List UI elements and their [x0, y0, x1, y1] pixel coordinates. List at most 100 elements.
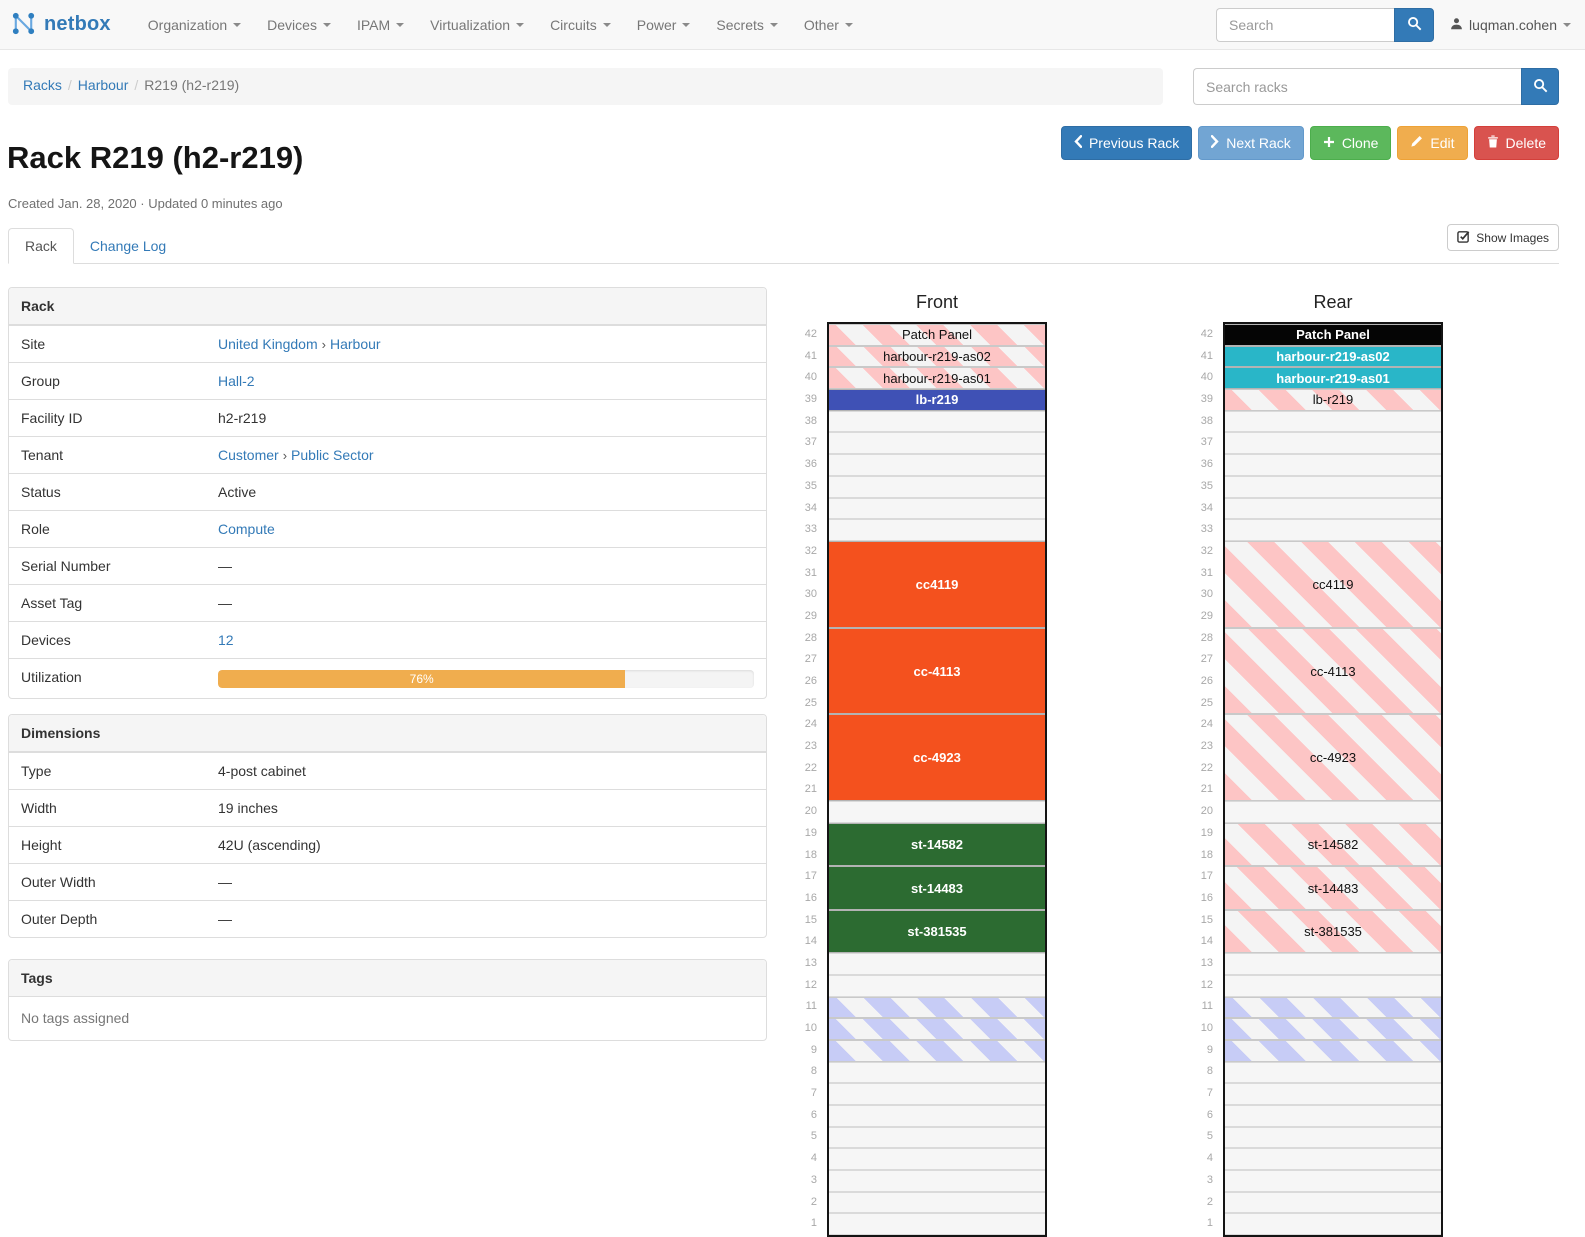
empty-unit-34 [829, 497, 1045, 520]
site-link[interactable]: Harbour [329, 336, 381, 352]
empty-unit-2 [829, 1191, 1045, 1214]
row-role: Role Compute [9, 510, 766, 547]
unit-number-34: 34 [804, 501, 817, 514]
unit-number-29: 29 [1200, 609, 1213, 622]
rack-unit-Patch Panel[interactable]: Patch Panel [1225, 324, 1441, 346]
unit-number-14: 14 [804, 935, 817, 948]
chevron-down-icon [322, 22, 331, 27]
rack-unit-cc-4923[interactable]: cc-4923 [829, 714, 1045, 802]
unit-number-11: 11 [1201, 1000, 1213, 1013]
row-group: Group Hall-2 [9, 362, 766, 399]
rack-unit-st-381535[interactable]: st-381535 [829, 909, 1045, 954]
nav-power[interactable]: Power [624, 1, 704, 49]
breadcrumb-separator: / [67, 77, 72, 93]
unit-number-39: 39 [1200, 393, 1213, 406]
nav-other[interactable]: Other [791, 1, 866, 49]
rack-unit-harbour-r219-as01[interactable]: harbour-r219-as01 [1225, 367, 1441, 390]
rack-unit-lb-r219[interactable]: lb-r219 [1225, 389, 1441, 411]
rack-unit-harbour-r219-as02[interactable]: harbour-r219-as02 [1225, 345, 1441, 368]
unit-number-14: 14 [1200, 935, 1213, 948]
width-value: 19 inches [218, 800, 278, 816]
unit-number-40: 40 [804, 371, 817, 384]
global-search-input[interactable] [1216, 7, 1395, 42]
row-site: Site United Kingdom › Harbour [9, 325, 766, 362]
rack-unit-harbour-r219-as01[interactable]: harbour-r219-as01 [829, 367, 1045, 390]
tenant-group-link[interactable]: Customer [218, 447, 279, 463]
rack-unit-cc-4113[interactable]: cc-4113 [829, 627, 1045, 715]
page-meta: Created Jan. 28, 2020 · Updated 0 minute… [8, 196, 283, 211]
rack-unit-lb-r219[interactable]: lb-r219 [829, 389, 1045, 411]
rack-unit-st-14483[interactable]: st-14483 [1225, 866, 1441, 910]
chevron-down-icon [516, 22, 525, 27]
unit-number-31: 31 [804, 566, 817, 579]
tags-panel: Tags No tags assigned [8, 959, 767, 1041]
nav-devices[interactable]: Devices [254, 1, 344, 49]
show-images-button[interactable]: Show Images [1447, 224, 1559, 251]
nav-circuits[interactable]: Circuits [537, 1, 624, 49]
unit-number-33: 33 [804, 523, 817, 536]
tenant-link[interactable]: Public Sector [291, 447, 374, 463]
tab-change-log[interactable]: Change Log [89, 238, 167, 254]
rack-unit-cc4119[interactable]: cc4119 [829, 540, 1045, 628]
unit-number-26: 26 [804, 675, 817, 687]
unit-number-9: 9 [810, 1043, 817, 1056]
nav-virtualization[interactable]: Virtualization [417, 1, 537, 49]
unit-number-24: 24 [1200, 718, 1213, 731]
chevron-separator: › [282, 448, 288, 463]
rack-unit-cc-4923[interactable]: cc-4923 [1225, 714, 1441, 802]
group-link[interactable]: Hall-2 [218, 373, 255, 389]
rack-search-input[interactable] [1193, 68, 1521, 105]
unit-number-3: 3 [810, 1173, 817, 1186]
row-tenant: Tenant Customer › Public Sector [9, 436, 766, 473]
unit-number-27: 27 [1200, 653, 1213, 666]
row-serial-number: Serial Number — [9, 547, 766, 584]
breadcrumb-harbour[interactable]: Harbour [77, 77, 129, 93]
rack-unit-st-381535[interactable]: st-381535 [1225, 909, 1441, 954]
next-rack-button[interactable]: Next Rack [1198, 126, 1304, 160]
username: luqman.cohen [1469, 16, 1557, 33]
delete-button[interactable]: Delete [1473, 126, 1559, 160]
unit-number-2: 2 [810, 1195, 817, 1208]
previous-rack-button[interactable]: Previous Rack [1060, 126, 1193, 160]
nav-ipam[interactable]: IPAM [344, 1, 417, 49]
user-menu[interactable]: luqman.cohen [1450, 17, 1575, 33]
global-search [1216, 7, 1435, 42]
rack-unit-cc4119[interactable]: cc4119 [1225, 540, 1441, 628]
global-search-button[interactable] [1394, 7, 1435, 42]
unit-number-24: 24 [804, 718, 817, 731]
role-link[interactable]: Compute [218, 521, 275, 537]
unit-number-2: 2 [1206, 1195, 1213, 1208]
page-title: Rack R219 (h2-r219) [7, 140, 304, 175]
unit-number-9: 9 [1206, 1043, 1213, 1056]
rack-unit-st-14483[interactable]: st-14483 [829, 866, 1045, 910]
clone-button[interactable]: Clone [1309, 126, 1392, 160]
unit-number-28: 28 [804, 631, 817, 644]
empty-unit-12 [829, 974, 1045, 997]
breadcrumb-racks[interactable]: Racks [23, 77, 62, 93]
unit-number-32: 32 [804, 544, 817, 557]
rack-unit-harbour-r219-as02[interactable]: harbour-r219-as02 [829, 345, 1045, 368]
rack-search-button[interactable] [1521, 68, 1559, 105]
nav-organization[interactable]: Organization [135, 1, 254, 49]
empty-unit-20 [1225, 801, 1441, 823]
empty-unit-20 [829, 801, 1045, 823]
unit-number-41: 41 [1200, 349, 1213, 362]
region-link[interactable]: United Kingdom [218, 336, 318, 352]
unit-number-11: 11 [805, 1000, 817, 1013]
netbox-brand[interactable]: netbox [10, 10, 111, 40]
tab-rack[interactable]: Rack [8, 228, 74, 264]
devices-count-link[interactable]: 12 [218, 632, 234, 648]
unit-number-1: 1 [1206, 1217, 1213, 1230]
unit-number-5: 5 [1206, 1130, 1213, 1143]
rack-unit-cc-4113[interactable]: cc-4113 [1225, 627, 1441, 715]
rack-unit-st-14582[interactable]: st-14582 [1225, 822, 1441, 867]
rack-unit-Patch Panel[interactable]: Patch Panel [829, 324, 1045, 346]
unit-number-20: 20 [1200, 805, 1213, 818]
chevron-down-icon [396, 22, 405, 27]
unit-number-17: 17 [804, 870, 817, 883]
nav-secrets[interactable]: Secrets [703, 1, 790, 49]
empty-unit-4 [1225, 1148, 1441, 1170]
rack-unit-st-14582[interactable]: st-14582 [829, 822, 1045, 867]
unit-number-22: 22 [804, 761, 817, 774]
edit-button[interactable]: Edit [1397, 126, 1468, 160]
